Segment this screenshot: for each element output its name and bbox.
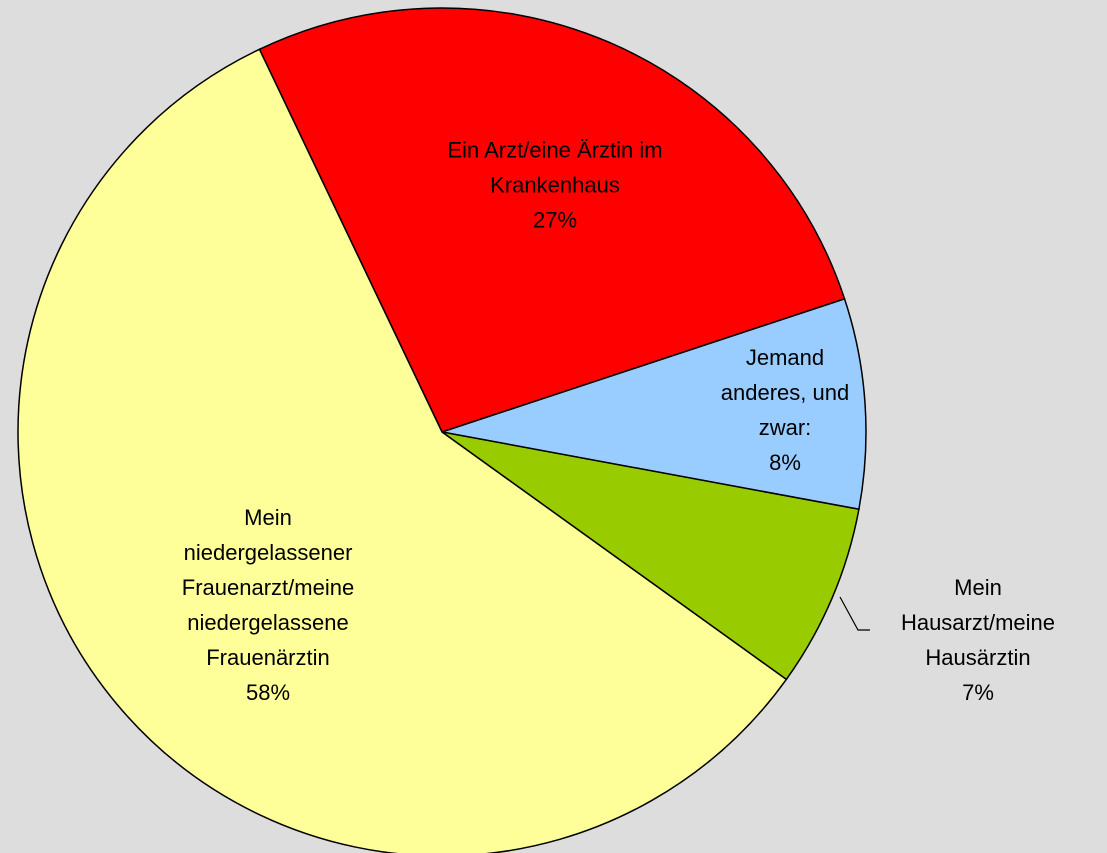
leader-line <box>839 596 870 631</box>
slice-value: 27% <box>532 207 578 233</box>
pie-slice <box>17 48 788 853</box>
slice-name: Jemand anderes, und zwar: <box>720 345 850 440</box>
pie-slice <box>258 7 846 433</box>
pie-slice <box>441 431 860 681</box>
slice-label: Jemand anderes, und zwar: 8% <box>715 340 855 480</box>
slice-value: 7% <box>962 680 994 705</box>
slice-name: Mein Hausarzt/meine Hausärztin <box>900 575 1056 670</box>
pie-slice <box>441 297 867 511</box>
slice-name: Ein Arzt/eine Ärztin im Krankenhaus <box>447 137 663 198</box>
slice-label: Mein niedergelassener Frauenarzt/meine n… <box>166 500 371 710</box>
slice-value: 58% <box>245 680 291 705</box>
slice-label: Mein Hausarzt/meine Hausärztin 7% <box>888 570 1068 710</box>
slice-label: Ein Arzt/eine Ärztin im Krankenhaus 27% <box>415 133 695 238</box>
slice-name: Mein niedergelassener Frauenarzt/meine n… <box>181 505 355 670</box>
slice-value: 8% <box>769 450 801 475</box>
